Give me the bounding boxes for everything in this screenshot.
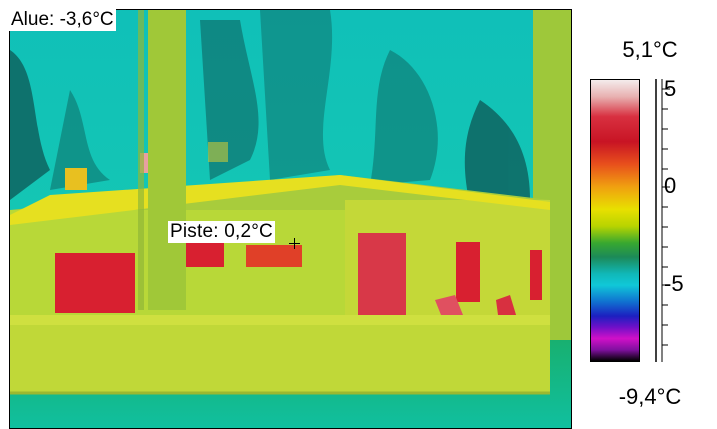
tree-silhouettes [10,10,530,205]
thermal-image [9,9,572,429]
colorbar-axis [655,79,670,362]
spot-crosshair-icon [289,238,300,249]
scale-min-label: -9,4°C [618,384,682,409]
thermal-scene [10,10,571,428]
scale-tick-0: 0 [664,173,677,198]
spot-temperature-label: Piste: 0,2°C [168,221,275,243]
tree-trunk-main [148,10,186,310]
temperature-colorbar [590,79,640,362]
area-temperature-label: Alue: -3,6°C [9,9,116,31]
scale-tick-5: 5 [664,76,677,101]
scale-max-label: 5,1°C [622,37,678,62]
scale-tick-minus5: -5 [664,271,684,296]
fence [10,315,550,395]
